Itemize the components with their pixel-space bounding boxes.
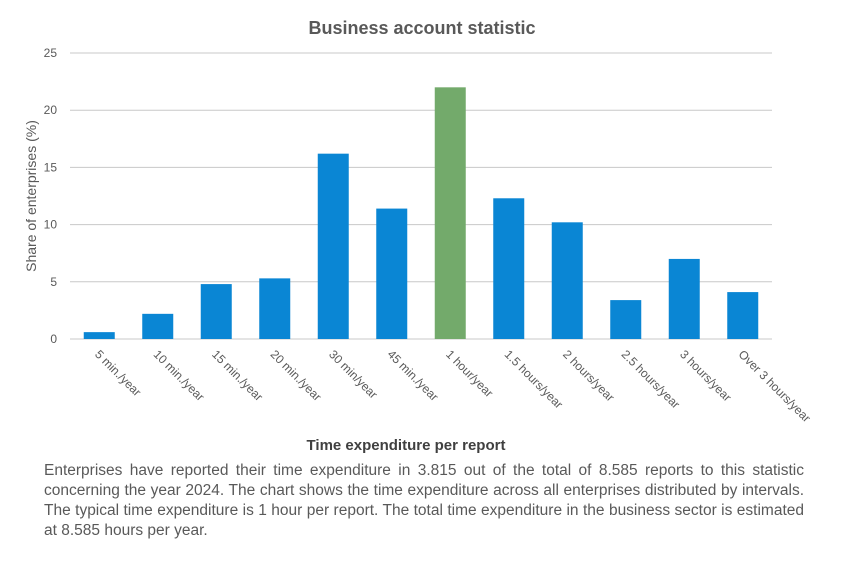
x-axis-label: Time expenditure per report: [306, 437, 506, 454]
x-tick-label: 20 min./year: [268, 347, 325, 404]
x-tick-label: 10 min./year: [151, 347, 208, 404]
bar-4: [317, 153, 349, 339]
chart-title: Business account statistic: [308, 18, 535, 38]
y-axis-label: Share of enterprises (%): [23, 120, 39, 272]
bar-8: [551, 222, 583, 339]
bar-6: [434, 87, 466, 339]
y-axis-ticks: 0 5 10 15 20 25: [44, 46, 58, 346]
x-tick-label: 30 min/year: [326, 347, 380, 401]
bars: [83, 87, 759, 339]
y-tick-label: 10: [44, 218, 58, 232]
bar-11: [727, 292, 759, 339]
bar-5: [376, 208, 408, 339]
y-tick-label: 0: [50, 332, 57, 346]
x-tick-label: 1.5 hours/year: [502, 347, 566, 411]
x-tick-label: 2.5 hours/year: [619, 347, 683, 411]
chart-caption: Enterprises have reported their time exp…: [44, 462, 804, 539]
y-tick-label: 25: [44, 46, 58, 60]
x-tick-label: 15 min./year: [209, 347, 266, 404]
bar-1: [142, 313, 174, 339]
bar-2: [200, 284, 232, 339]
x-tick-label: 3 hours/year: [677, 347, 734, 404]
gridlines: [70, 52, 772, 340]
bar-3: [259, 278, 291, 339]
bar-0: [83, 332, 115, 339]
bar-10: [668, 258, 700, 339]
x-tick-label: 45 min./year: [385, 347, 442, 404]
x-tick-label: 5 min./year: [92, 347, 144, 399]
y-tick-label: 15: [44, 160, 58, 174]
y-tick-label: 20: [44, 103, 58, 117]
x-axis-ticks: 5 min./year 10 min./year 15 min./year 20 mi…: [92, 347, 813, 425]
bar-7: [493, 198, 525, 339]
x-tick-label: 2 hours/year: [560, 347, 617, 404]
x-tick-label: 1 hour/year: [443, 347, 496, 400]
bar-chart: Business account statistic 0 5 10 15 20 25 5 …: [23, 18, 813, 425]
y-tick-label: 5: [50, 275, 57, 289]
bar-9: [610, 300, 642, 339]
x-tick-label: Over 3 hours/year: [736, 347, 814, 425]
